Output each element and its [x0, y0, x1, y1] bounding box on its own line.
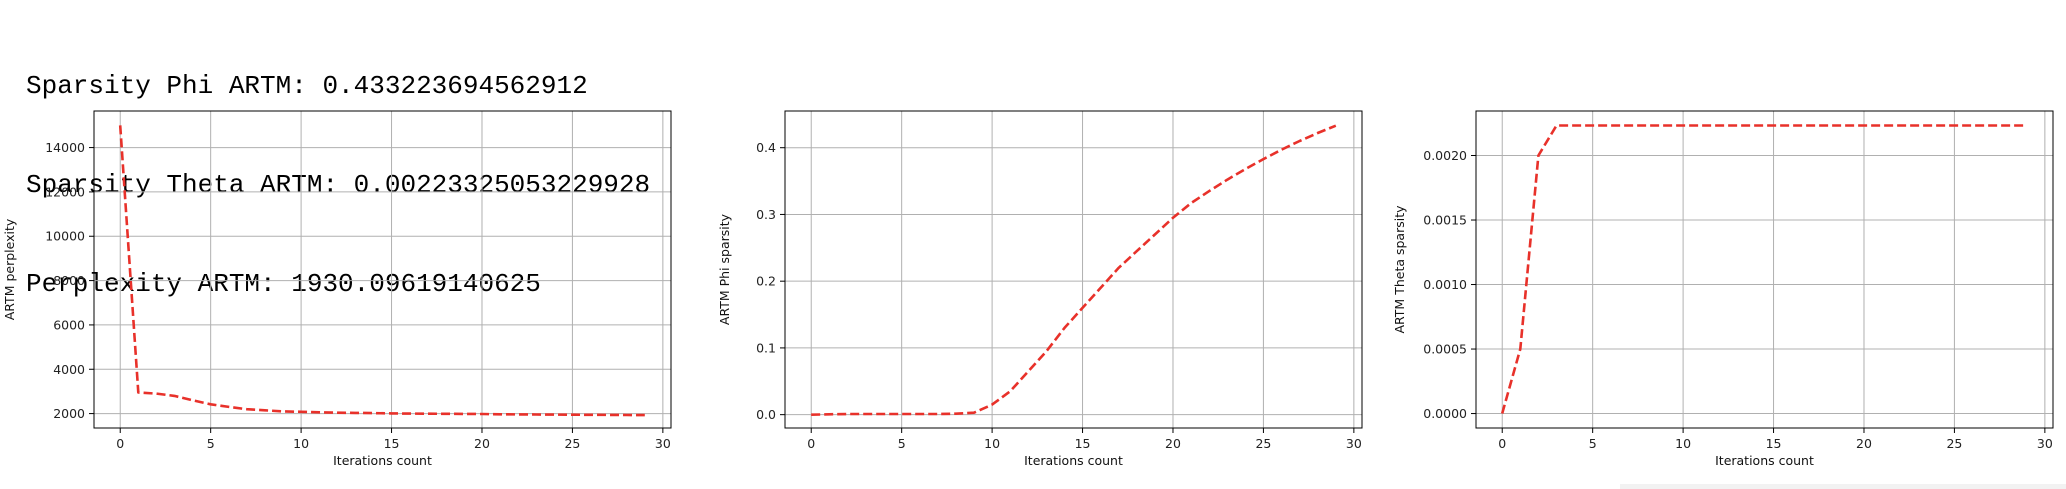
- chart-phi-sparsity: 0 5 10 15 20 25 30 0.0 0.1 0.2 0.3 0.4 Iterations co…: [717, 110, 1363, 468]
- x-tick-label: 0: [1498, 436, 1506, 451]
- y-tick-label: 8000: [53, 273, 85, 288]
- x-tick-label: 30: [1346, 436, 1362, 451]
- y-axis-label: ARTM perplexity: [2, 218, 17, 320]
- x-tick-label: 0: [116, 436, 124, 451]
- series-line: [811, 124, 1337, 416]
- y-tick-label: 0.0015: [1423, 213, 1467, 228]
- stat-perplexity: Perplexity ARTM: 1930.09619140625: [26, 269, 541, 299]
- y-tick-label: 14000: [45, 140, 85, 155]
- x-tick-label: 25: [564, 436, 580, 451]
- x-tick-label: 25: [1946, 436, 1962, 451]
- x-tick-label: 5: [207, 436, 215, 451]
- y-axis-label: ARTM Theta sparsity: [1392, 205, 1407, 334]
- y-tick-label: 0.4: [756, 140, 776, 155]
- series-line: [1500, 124, 2027, 414]
- x-tick-label: 10: [293, 436, 309, 451]
- plot-frame: [93, 110, 672, 429]
- x-tick-label: 0: [807, 436, 815, 451]
- plot-frame: [784, 110, 1363, 429]
- x-tick-label: 25: [1255, 436, 1271, 451]
- y-tick-label: 12000: [45, 184, 85, 199]
- x-tick-label: 30: [2037, 436, 2053, 451]
- x-tick-label: 5: [1589, 436, 1597, 451]
- y-tick-label: 6000: [53, 317, 85, 332]
- y-tick-label: 0.0: [756, 407, 776, 422]
- x-tick-label: 10: [984, 436, 1000, 451]
- x-tick-label: 15: [1766, 436, 1782, 451]
- y-tick-label: 0.0000: [1423, 406, 1467, 421]
- x-axis-label: Iterations count: [1715, 453, 1814, 468]
- y-axis-label: ARTM Phi sparsity: [717, 213, 732, 325]
- x-tick-label: 20: [474, 436, 490, 451]
- stat-theta-sparsity: Sparsity Theta ARTM: 0.00223325053229928: [26, 170, 651, 200]
- x-tick-label: 20: [1856, 436, 1872, 451]
- bottom-scroll-strip: [1620, 484, 2066, 489]
- stat-phi-sparsity: Sparsity Phi ARTM: 0.433223694562912: [26, 71, 588, 101]
- x-tick-label: 5: [898, 436, 906, 451]
- x-tick-label: 15: [384, 436, 400, 451]
- y-tick-label: 0.0020: [1423, 148, 1467, 163]
- y-tick-label: 0.0005: [1423, 342, 1467, 357]
- chart-theta-sparsity: 0 5 10 15 20 25 30 0.0000 0.0005 0.0010 0.0015 0.00…: [1392, 110, 2054, 468]
- y-tick-label: 2000: [53, 406, 85, 421]
- x-axis-label: Iterations count: [1024, 453, 1123, 468]
- y-tick-label: 0.0010: [1423, 277, 1467, 292]
- x-tick-label: 10: [1675, 436, 1691, 451]
- x-tick-label: 20: [1165, 436, 1181, 451]
- y-tick-label: 0.3: [756, 207, 776, 222]
- chart-perplexity: 0 5 10 15 20 25 30 2000 4000 6000 8000 10000 12000 14…: [2, 110, 672, 468]
- series-line: [118, 125, 645, 417]
- y-tick-label: 4000: [53, 362, 85, 377]
- x-tick-label: 15: [1075, 436, 1091, 451]
- plot-frame: [1475, 110, 2054, 429]
- y-tick-label: 10000: [45, 229, 85, 244]
- x-tick-label: 30: [655, 436, 671, 451]
- x-axis-label: Iterations count: [333, 453, 432, 468]
- y-tick-label: 0.1: [756, 340, 776, 355]
- stats-output: Sparsity Phi ARTM: 0.433223694562912 Spa…: [26, 4, 650, 334]
- y-tick-label: 0.2: [756, 274, 776, 289]
